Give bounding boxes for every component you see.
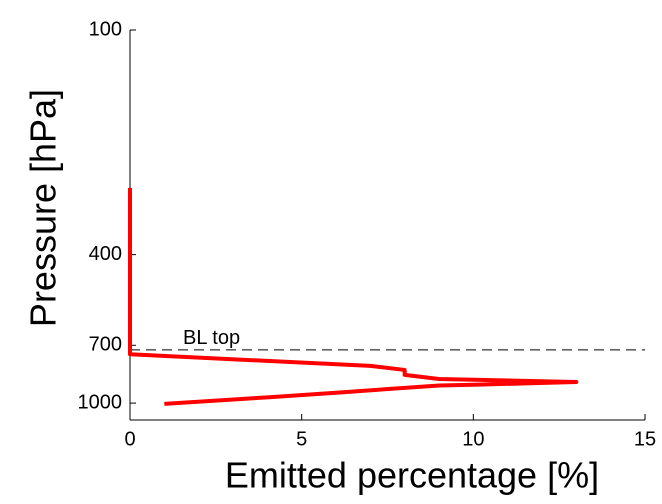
x-tick-label: 0 — [124, 428, 135, 450]
x-tick-label: 10 — [462, 428, 484, 450]
x-axis-label: Emitted percentage [%] — [225, 455, 599, 496]
x-tick-label: 5 — [296, 428, 307, 450]
y-axis-label: Pressure [hPa] — [23, 89, 64, 327]
y-tick-label: 1000 — [78, 391, 123, 413]
y-tick-label: 100 — [89, 18, 122, 40]
data-line — [128, 187, 579, 406]
annotation: BL top — [183, 327, 240, 349]
y-tick-label: 700 — [89, 334, 122, 356]
y-tick-label: 400 — [89, 243, 122, 265]
x-tick-label: 15 — [634, 428, 656, 450]
